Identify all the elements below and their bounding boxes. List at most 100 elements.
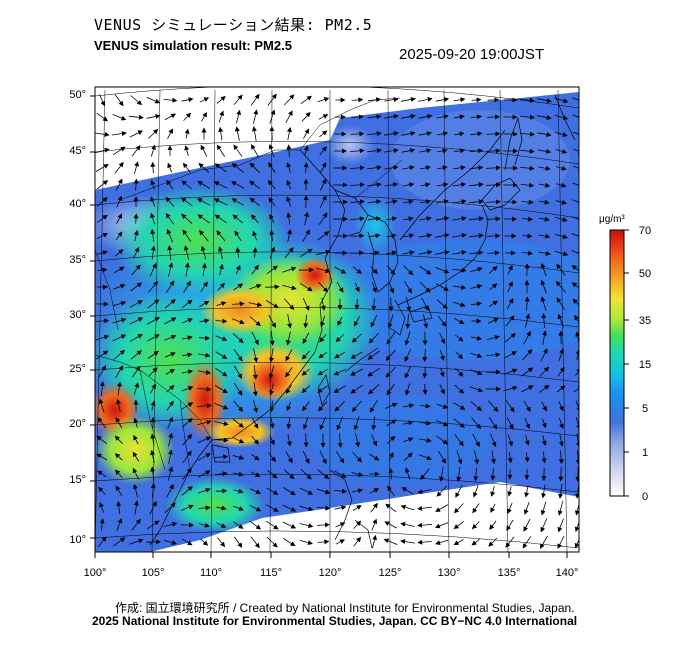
wind-arrow: [541, 435, 547, 446]
wind-arrow: [418, 454, 432, 461]
wind-arrow: [234, 230, 242, 241]
wind-arrow: [318, 401, 328, 412]
wind-arrow: [133, 161, 139, 174]
wind-arrow: [95, 163, 109, 172]
wind-arrow: [505, 315, 515, 327]
wind-arrow: [554, 233, 568, 240]
wind-arrow: [489, 283, 498, 291]
wind-arrow: [403, 199, 414, 205]
wind-arrow: [214, 214, 227, 224]
wind-arrow: [285, 367, 293, 378]
wind-arrow: [524, 296, 530, 311]
wind-arrow: [437, 148, 448, 154]
wind-arrow: [452, 199, 467, 205]
wind-arrow: [318, 212, 328, 225]
wind-arrow: [452, 267, 467, 273]
wind-arrow: [436, 403, 449, 409]
wind-arrow: [470, 284, 483, 289]
wind-arrow: [470, 266, 483, 273]
longitude-labels: 100° 105° 110° 115° 120° 125° 130° 135° …: [84, 567, 579, 579]
wind-arrow: [422, 384, 428, 395]
wind-arrow: [420, 403, 431, 409]
wind-arrow: [388, 467, 394, 480]
wind-arrow: [558, 450, 564, 465]
wind-arrow: [556, 297, 566, 311]
wind-arrow: [269, 348, 275, 363]
wind-arrow: [215, 367, 228, 377]
wind-arrow: [113, 349, 126, 360]
colorbar-tick: 5: [642, 403, 648, 415]
pm25-field-orange-north: [200, 285, 280, 335]
wind-arrow: [456, 450, 463, 465]
wind-arrow: [303, 433, 309, 448]
wind-arrow: [367, 131, 382, 137]
wind-arrow: [299, 523, 314, 529]
wind-arrow: [350, 384, 364, 394]
wind-arrow: [335, 451, 345, 464]
wind-arrow: [301, 111, 311, 122]
pm25-field-yellow-sw: [95, 415, 175, 485]
wind-arrow: [333, 368, 346, 376]
wind-arrow: [401, 113, 416, 119]
wind-arrow: [520, 148, 535, 154]
wind-arrow: [182, 229, 192, 243]
wind-arrow: [216, 505, 227, 511]
wind-arrow: [97, 536, 107, 548]
wind-arrow: [216, 522, 227, 528]
wind-arrow: [181, 318, 194, 324]
wind-arrow: [115, 231, 123, 241]
wind-arrow: [519, 131, 535, 137]
wind-arrow: [317, 539, 330, 545]
wind-arrow: [452, 284, 467, 290]
wind-arrow: [301, 368, 310, 376]
wind-arrow: [234, 126, 240, 141]
wind-arrow: [146, 520, 160, 530]
wind-arrow: [233, 400, 244, 412]
wind-arrow: [164, 502, 176, 513]
wind-arrow: [523, 400, 531, 413]
wind-arrow: [351, 488, 364, 494]
wind-arrow: [453, 97, 466, 103]
wind-arrow: [453, 521, 464, 529]
latitude-labels: 50° 45° 40° 35° 30° 25° 20° 15° 10°: [69, 89, 86, 546]
wind-arrow: [351, 472, 364, 477]
wind-arrow: [299, 282, 313, 292]
wind-arrow: [507, 264, 513, 275]
wind-arrow: [114, 266, 125, 274]
wind-arrow: [368, 332, 379, 344]
wind-arrow: [453, 418, 465, 428]
wind-arrow: [524, 452, 530, 463]
wind-arrow: [575, 367, 579, 376]
wind-arrow: [334, 470, 347, 478]
wind-arrow: [355, 433, 361, 448]
wind-arrow: [218, 110, 224, 123]
wind-arrow: [571, 233, 579, 237]
wind-arrow: [232, 418, 244, 428]
wind-arrow: [184, 128, 190, 139]
colorbar-tick: 35: [639, 315, 651, 327]
wind-arrow: [435, 504, 449, 512]
wind-arrow: [95, 334, 110, 341]
wind-arrow: [133, 434, 139, 445]
wind-arrow: [99, 502, 105, 514]
wind-arrow: [350, 165, 365, 171]
wind-arrow: [232, 505, 244, 511]
wind-arrow: [129, 130, 143, 138]
wind-arrow: [573, 385, 579, 393]
wind-arrow: [372, 534, 377, 549]
wind-arrow: [133, 229, 139, 242]
wind-arrow: [147, 350, 159, 359]
wind-arrow: [487, 97, 500, 103]
wind-arrow: [436, 485, 448, 497]
wind-arrow: [214, 454, 229, 460]
wind-arrow: [422, 348, 428, 362]
wind-arrow: [486, 199, 501, 205]
wind-arrow: [115, 417, 123, 429]
wind-arrow: [520, 182, 535, 188]
wind-arrow: [555, 280, 566, 293]
wind-arrow: [231, 198, 244, 206]
wind-arrow: [287, 314, 292, 329]
wind-arrow: [114, 94, 124, 107]
wind-arrow: [388, 281, 395, 294]
wind-arrow: [402, 182, 415, 188]
